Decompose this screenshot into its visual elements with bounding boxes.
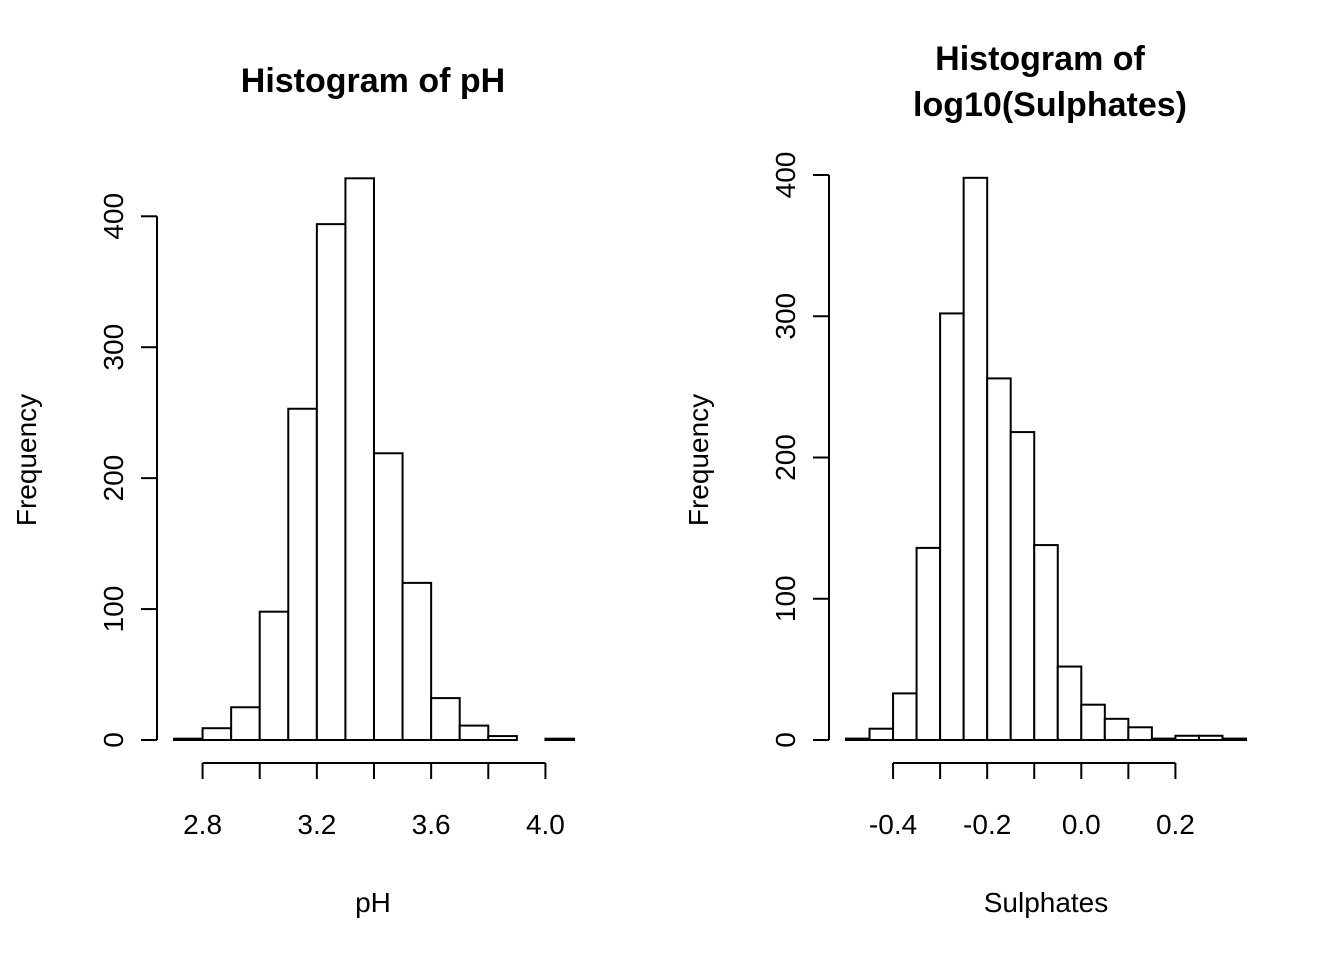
chart-title-ph-line-1: Histogram of pH (241, 62, 505, 100)
x-tick-label: 2.8 (183, 809, 222, 840)
y-tick-label: 0 (98, 732, 129, 748)
y-axis-label-ph: Frequency (11, 394, 42, 526)
histogram-bar (1221, 737, 1247, 742)
histogram-bar (1197, 734, 1224, 742)
y-axis-sulphates: 0 100 200 300 400 (770, 152, 830, 748)
histogram-bar (544, 737, 576, 741)
histogram-bar (1174, 734, 1200, 742)
y-axis-label-sulphates: Frequency (683, 394, 714, 526)
histogram-bar (230, 706, 261, 742)
y-tick-label: 400 (770, 152, 801, 199)
histogram-bar (173, 737, 204, 741)
y-tick-label: 100 (770, 575, 801, 622)
histogram-sulphates-panel: 0 100 200 300 400 -0.4 -0.2 0.0 0.2 Histogram o… (683, 40, 1247, 918)
bars-sulphates (845, 176, 1247, 742)
histogram-bar (287, 407, 318, 741)
bars-ph (173, 177, 576, 742)
x-tick-label: 0.0 (1062, 809, 1101, 840)
x-tick-label: -0.4 (869, 809, 917, 840)
x-axis-ph: 2.8 3.2 3.6 4.0 (183, 762, 565, 840)
x-tick-label: 3.2 (297, 809, 336, 840)
y-tick-label: 300 (770, 293, 801, 340)
histogram-bar (845, 737, 871, 742)
histogram-bar (315, 223, 347, 741)
histogram-bar (458, 724, 490, 741)
histogram-bar (344, 177, 375, 741)
x-axis-sulphates: -0.4 -0.2 0.0 0.2 (869, 762, 1195, 840)
histogram-bar (1127, 726, 1153, 741)
x-axis-label-sulphates: Sulphates (984, 887, 1109, 918)
histogram-bar (915, 546, 942, 742)
histogram-bar (258, 610, 290, 741)
x-tick-label: 3.6 (412, 809, 451, 840)
y-tick-label: 0 (770, 732, 801, 748)
histogram-ph-panel: 0 100 200 300 400 2.8 3.2 3.6 4.0 Histogram of … (11, 62, 576, 918)
y-tick-label: 200 (770, 434, 801, 481)
histogram-bar (1080, 703, 1106, 741)
histogram-bar (201, 727, 233, 742)
histogram-bar (986, 377, 1012, 741)
histogram-bar (1056, 665, 1083, 741)
histogram-bar (1103, 717, 1130, 741)
histogram-bar (487, 735, 518, 741)
histogram-bar (1150, 737, 1177, 742)
y-tick-label: 400 (98, 193, 129, 240)
x-axis-label-ph: pH (355, 887, 391, 918)
histogram-bar (939, 312, 965, 741)
histogram-bar (430, 697, 461, 742)
x-tick-label: 4.0 (526, 809, 565, 840)
y-tick-label: 100 (98, 586, 129, 633)
histogram-bar (1033, 544, 1059, 742)
y-tick-label: 300 (98, 324, 129, 371)
histogram-bar (401, 581, 433, 741)
chart-title-sulphates-line-2: log10(Sulphates) (913, 86, 1187, 124)
chart-title-sulphates-line-1: Histogram of (935, 40, 1145, 78)
x-tick-label: -0.2 (963, 809, 1011, 840)
histogram-bar (1009, 431, 1036, 741)
x-tick-label: 0.2 (1156, 809, 1195, 840)
y-tick-label: 200 (98, 455, 129, 502)
histogram-bar (962, 176, 989, 741)
histogram-bar (868, 727, 895, 742)
histogram-bar (373, 452, 404, 741)
histogram-bar (892, 692, 918, 742)
y-axis-ph: 0 100 200 300 400 (98, 193, 158, 748)
